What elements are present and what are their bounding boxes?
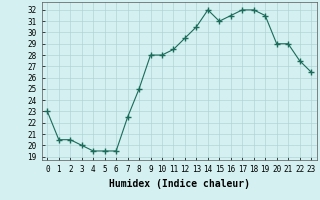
X-axis label: Humidex (Indice chaleur): Humidex (Indice chaleur)	[109, 179, 250, 189]
